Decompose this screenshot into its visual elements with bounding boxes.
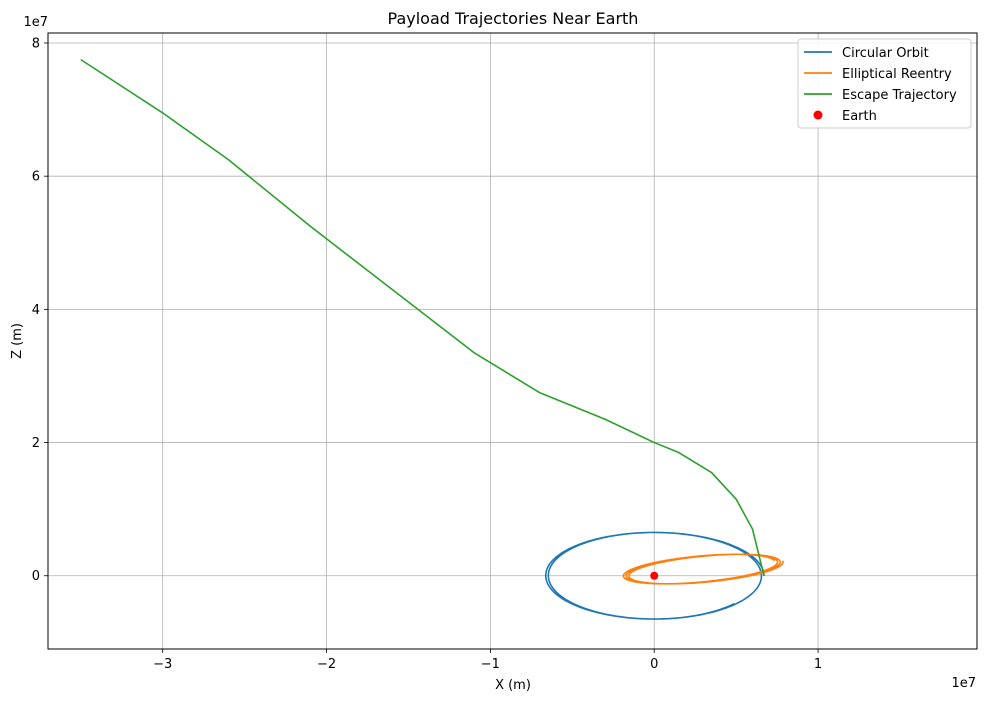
legend: Circular Orbit Elliptical Reentry Escape T… <box>797 38 972 129</box>
x-tick-label: −1 <box>481 657 500 672</box>
plot-area <box>80 58 784 620</box>
elliptical-reentry-line <box>622 553 784 585</box>
plot-frame <box>47 32 978 650</box>
circular-orbit-line <box>544 531 765 620</box>
x-axis-label: X (m) <box>495 678 531 693</box>
legend-swatch-earth <box>813 110 823 120</box>
x-axis-offset: 1e7 <box>951 676 976 691</box>
x-tick-label: −3 <box>153 657 172 672</box>
y-tick-label: 2 <box>32 436 40 451</box>
legend-box <box>797 38 972 129</box>
x-tick-label: −2 <box>317 657 336 672</box>
legend-label-circular-orbit: Circular Orbit <box>842 46 929 61</box>
y-tick-label: 6 <box>32 170 40 185</box>
y-tick-label: 4 <box>32 303 40 318</box>
legend-label-elliptical-reentry: Elliptical Reentry <box>842 67 952 82</box>
x-tick-label: 1 <box>814 657 822 672</box>
legend-label-earth: Earth <box>842 109 877 124</box>
ticks: −3 −2 −1 0 1 0 2 4 6 8 <box>32 36 822 672</box>
y-tick-label: 0 <box>32 569 40 584</box>
y-axis-label: Z (m) <box>10 323 25 359</box>
legend-label-escape-trajectory: Escape Trajectory <box>842 88 957 103</box>
x-tick-label: 0 <box>650 657 658 672</box>
chart-title: Payload Trajectories Near Earth <box>388 9 639 28</box>
earth-marker <box>650 571 659 580</box>
y-tick-label: 8 <box>32 36 40 51</box>
y-axis-offset: 1e7 <box>23 15 48 30</box>
escape-trajectory-line <box>80 58 765 576</box>
